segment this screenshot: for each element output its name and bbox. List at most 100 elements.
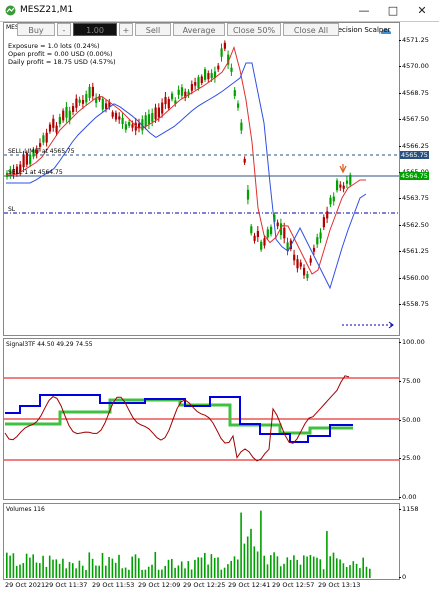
price-chart-panel[interactable] (3, 22, 400, 336)
candle-body (213, 71, 217, 78)
price-axis: 4571.25 4570.00 4568.75 4567.50 4566.254565.… (399, 22, 436, 336)
candle-body (306, 274, 309, 278)
volume-axis: 1158 0 (398, 503, 436, 581)
trade-toolbar: Buy - 1.00 + Sell Average Close 50% Clos… (17, 23, 339, 37)
volume-bar (151, 564, 153, 578)
volume-bar (48, 555, 51, 578)
volume-bar (164, 565, 166, 578)
volume-bars-group (6, 510, 371, 578)
volume-bar (108, 556, 110, 578)
price-axis-tick: 4560.00 (399, 273, 429, 282)
candle-body (154, 107, 157, 120)
time-axis-tick: 29 Oct 12:09 (138, 581, 181, 589)
volume-bar (365, 566, 368, 578)
candle-body (349, 174, 352, 185)
candle-body (303, 267, 306, 276)
candle-body (157, 107, 160, 118)
candle-body (342, 185, 345, 189)
sell-button[interactable]: Sell (135, 23, 171, 36)
close-all-button[interactable]: Close All (283, 23, 339, 36)
volume-bar (62, 558, 64, 578)
volume-bar (213, 558, 216, 578)
volume-bar (260, 510, 262, 578)
daily-profit-text: Daily profit = 18.75 USD (4.57%) (8, 58, 116, 66)
candle-body (39, 143, 42, 147)
candle-body (217, 65, 220, 70)
volume-bar (81, 565, 84, 578)
volume-bar (35, 562, 38, 578)
lot-increase-button[interactable]: + (119, 23, 133, 36)
volume-bar (134, 554, 137, 578)
candle-body (88, 86, 91, 98)
volume-bar (233, 556, 236, 578)
volume-bar (223, 567, 226, 578)
candle-body (9, 170, 12, 175)
volume-bar (349, 565, 351, 578)
volume-bar (42, 555, 44, 578)
restore-icon[interactable]: □ (387, 4, 399, 17)
volume-bar (342, 563, 345, 578)
volume-bar (138, 558, 140, 578)
time-axis-tick: 29 Oct 12:41 (228, 581, 271, 589)
signal-blue-line (5, 394, 353, 443)
volume-bar (312, 556, 315, 578)
volume-bar (276, 556, 279, 578)
candle-body (72, 106, 75, 113)
price-axis-tick: 4566.25 (399, 141, 429, 150)
volume-bar (270, 555, 272, 578)
signal-axis-tick: 100.00 (399, 338, 425, 346)
volume-bar (141, 569, 143, 578)
close-icon[interactable]: ✕ (417, 4, 427, 17)
candle-body (32, 149, 35, 157)
close-50-button[interactable]: Close 50% (227, 23, 281, 36)
candle-body (124, 124, 127, 130)
candle-body (283, 227, 286, 239)
volume-bar (177, 565, 180, 578)
lot-decrease-button[interactable]: - (57, 23, 71, 36)
buy-button[interactable]: Buy (17, 23, 55, 36)
candle-body (95, 97, 98, 103)
candle-body (190, 84, 193, 91)
signal-axis-tick: 25.00 (399, 454, 421, 463)
candle-body (184, 91, 187, 98)
volume-axis-tick: 1158 (399, 505, 419, 513)
candle-body (200, 76, 203, 84)
signal-title: Signal3TF 44.50 49.29 74.55 (6, 341, 93, 348)
candle-body (108, 101, 111, 107)
average-button[interactable]: Average (173, 23, 225, 36)
volume-bar (306, 556, 308, 578)
volume-bar (332, 552, 335, 578)
sell-label: SELL 1 at 4564.75 (8, 169, 63, 176)
volume-bar (184, 568, 186, 578)
candle-body (171, 93, 174, 100)
time-axis-tick: 29 Oct 11:53 (92, 581, 135, 589)
exposure-text: Exposure = 1.0 lots (0.24%) (8, 42, 100, 50)
lot-size-input[interactable]: 1.00 (73, 23, 117, 36)
volume-bar (279, 566, 282, 578)
candle-body (15, 166, 19, 175)
volume-bar (336, 558, 338, 578)
candle-body (319, 232, 322, 239)
volume-bar (217, 557, 219, 578)
time-axis-tick: 29 Oct 13:13 (318, 581, 361, 589)
volume-bar (72, 563, 74, 578)
volume-bar (161, 569, 163, 578)
candle-body (260, 241, 263, 250)
volume-bar (246, 536, 249, 578)
volume-bar (65, 568, 67, 578)
signal-axis-tick: 50.00 (399, 415, 421, 424)
volume-bar (29, 557, 31, 578)
volume-bar (309, 554, 312, 578)
candles-group (6, 40, 352, 281)
volume-bar (237, 559, 239, 578)
candle-body (114, 112, 118, 120)
volume-bar (105, 565, 107, 578)
minimize-icon[interactable]: — (358, 4, 370, 17)
candle-body (197, 77, 200, 89)
candle-body (253, 235, 256, 241)
candle-body (279, 223, 283, 235)
candle-body (230, 67, 233, 72)
volume-bar (296, 559, 298, 578)
candle-body (273, 214, 276, 222)
